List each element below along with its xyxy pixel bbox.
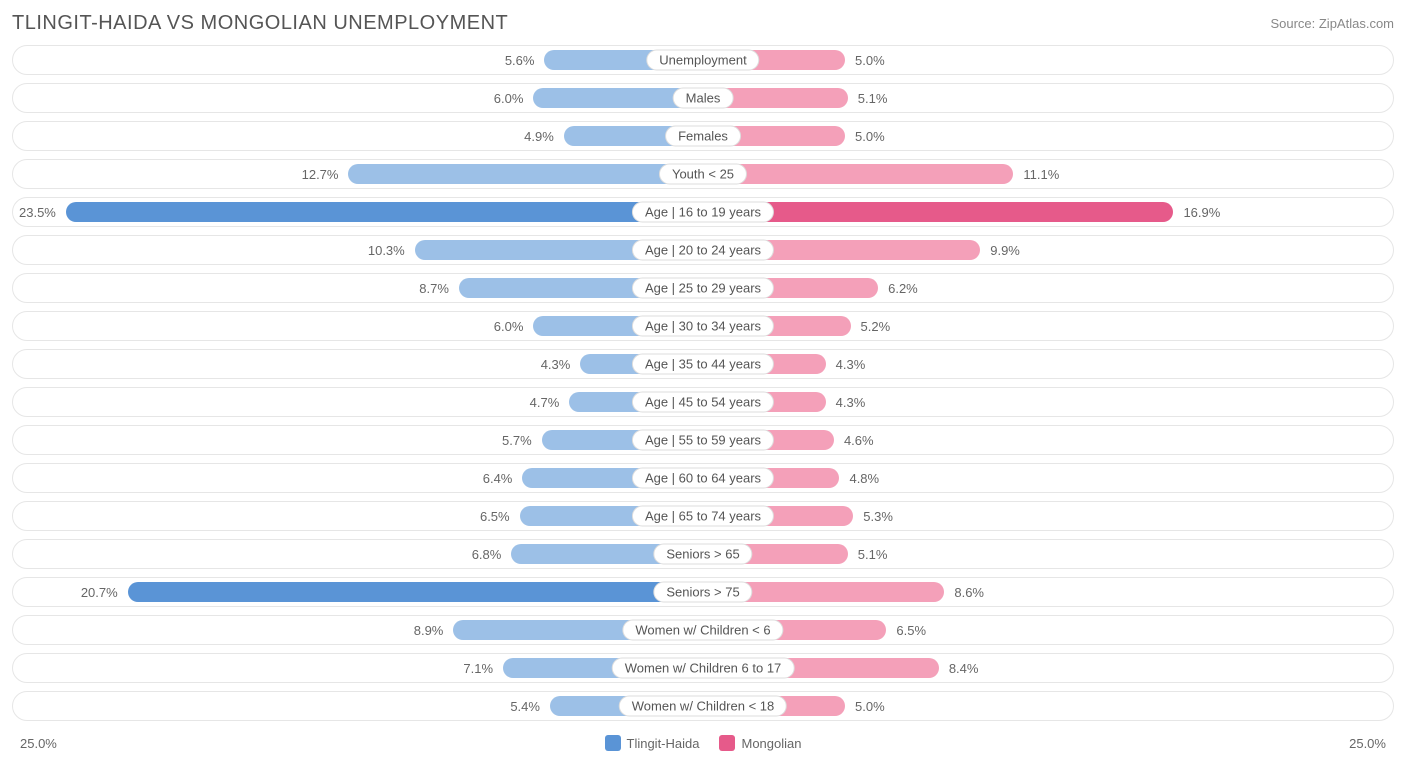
legend-item-left: Tlingit-Haida: [605, 735, 700, 751]
category-label: Unemployment: [646, 50, 759, 71]
diverging-bar-chart: 5.6% 5.0% Unemployment 6.0% 5.1% Males 4.9% 5.0…: [12, 45, 1394, 721]
chart-footer: 25.0% Tlingit-Haida Mongolian 25.0%: [12, 729, 1394, 751]
legend-label-left: Tlingit-Haida: [627, 736, 700, 751]
right-value-label: 6.2%: [882, 281, 924, 296]
left-value-label: 4.3%: [535, 357, 577, 372]
chart-row: 5.7% 4.6% Age | 55 to 59 years: [12, 425, 1394, 455]
left-value-label: 6.0%: [488, 91, 530, 106]
category-label: Males: [673, 88, 734, 109]
right-value-label: 11.1%: [1017, 167, 1065, 182]
left-bar: [128, 582, 699, 602]
right-value-label: 4.8%: [843, 471, 885, 486]
category-label: Age | 55 to 59 years: [632, 430, 774, 451]
left-value-label: 5.6%: [499, 53, 541, 68]
chart-row: 6.0% 5.1% Males: [12, 83, 1394, 113]
right-value-label: 9.9%: [984, 243, 1026, 258]
right-value-label: 5.3%: [857, 509, 899, 524]
category-label: Age | 60 to 64 years: [632, 468, 774, 489]
chart-row: 7.1% 8.4% Women w/ Children 6 to 17: [12, 653, 1394, 683]
right-bar: [707, 202, 1173, 222]
right-value-label: 5.0%: [849, 699, 891, 714]
category-label: Women w/ Children < 18: [619, 696, 787, 717]
left-value-label: 5.4%: [504, 699, 546, 714]
category-label: Age | 45 to 54 years: [632, 392, 774, 413]
category-label: Age | 20 to 24 years: [632, 240, 774, 261]
category-label: Age | 25 to 29 years: [632, 278, 774, 299]
chart-row: 5.4% 5.0% Women w/ Children < 18: [12, 691, 1394, 721]
left-bar: [348, 164, 699, 184]
right-value-label: 5.1%: [852, 547, 894, 562]
left-bar: [66, 202, 699, 222]
left-value-label: 4.7%: [524, 395, 566, 410]
left-value-label: 6.8%: [466, 547, 508, 562]
category-label: Age | 16 to 19 years: [632, 202, 774, 223]
chart-title: TLINGIT-HAIDA VS MONGOLIAN UNEMPLOYMENT: [12, 12, 508, 35]
left-value-label: 23.5%: [13, 205, 62, 220]
chart-row: 4.3% 4.3% Age | 35 to 44 years: [12, 349, 1394, 379]
left-value-label: 6.0%: [488, 319, 530, 334]
left-value-label: 6.4%: [477, 471, 519, 486]
legend-swatch-right: [719, 735, 735, 751]
right-value-label: 5.0%: [849, 53, 891, 68]
chart-row: 4.7% 4.3% Age | 45 to 54 years: [12, 387, 1394, 417]
legend-label-right: Mongolian: [741, 736, 801, 751]
right-value-label: 5.2%: [855, 319, 897, 334]
right-bar: [707, 164, 1013, 184]
left-value-label: 7.1%: [457, 661, 499, 676]
right-value-label: 4.6%: [838, 433, 880, 448]
category-label: Age | 30 to 34 years: [632, 316, 774, 337]
legend-item-right: Mongolian: [719, 735, 801, 751]
right-value-label: 4.3%: [830, 357, 872, 372]
left-value-label: 5.7%: [496, 433, 538, 448]
right-value-label: 5.0%: [849, 129, 891, 144]
chart-header: TLINGIT-HAIDA VS MONGOLIAN UNEMPLOYMENT …: [12, 8, 1394, 45]
category-label: Women w/ Children < 6: [622, 620, 783, 641]
chart-row: 8.7% 6.2% Age | 25 to 29 years: [12, 273, 1394, 303]
chart-row: 6.8% 5.1% Seniors > 65: [12, 539, 1394, 569]
right-value-label: 16.9%: [1177, 205, 1226, 220]
chart-row: 5.6% 5.0% Unemployment: [12, 45, 1394, 75]
category-label: Seniors > 65: [653, 544, 752, 565]
chart-source: Source: ZipAtlas.com: [1270, 16, 1394, 31]
category-label: Age | 65 to 74 years: [632, 506, 774, 527]
legend-swatch-left: [605, 735, 621, 751]
right-value-label: 8.6%: [948, 585, 990, 600]
axis-right-max: 25.0%: [1349, 736, 1386, 751]
left-value-label: 10.3%: [362, 243, 411, 258]
chart-row: 8.9% 6.5% Women w/ Children < 6: [12, 615, 1394, 645]
chart-row: 6.4% 4.8% Age | 60 to 64 years: [12, 463, 1394, 493]
category-label: Seniors > 75: [653, 582, 752, 603]
chart-row: 20.7% 8.6% Seniors > 75: [12, 577, 1394, 607]
right-value-label: 8.4%: [943, 661, 985, 676]
chart-row: 4.9% 5.0% Females: [12, 121, 1394, 151]
category-label: Women w/ Children 6 to 17: [612, 658, 795, 679]
left-value-label: 6.5%: [474, 509, 516, 524]
right-value-label: 4.3%: [830, 395, 872, 410]
category-label: Females: [665, 126, 741, 147]
chart-row: 12.7% 11.1% Youth < 25: [12, 159, 1394, 189]
category-label: Age | 35 to 44 years: [632, 354, 774, 375]
chart-row: 6.0% 5.2% Age | 30 to 34 years: [12, 311, 1394, 341]
right-value-label: 6.5%: [890, 623, 932, 638]
legend: Tlingit-Haida Mongolian: [605, 735, 802, 751]
left-value-label: 20.7%: [75, 585, 124, 600]
left-value-label: 8.9%: [408, 623, 450, 638]
left-value-label: 12.7%: [296, 167, 345, 182]
axis-left-max: 25.0%: [20, 736, 57, 751]
right-value-label: 5.1%: [852, 91, 894, 106]
chart-row: 6.5% 5.3% Age | 65 to 74 years: [12, 501, 1394, 531]
chart-row: 23.5% 16.9% Age | 16 to 19 years: [12, 197, 1394, 227]
chart-row: 10.3% 9.9% Age | 20 to 24 years: [12, 235, 1394, 265]
left-value-label: 4.9%: [518, 129, 560, 144]
left-value-label: 8.7%: [413, 281, 455, 296]
category-label: Youth < 25: [659, 164, 747, 185]
